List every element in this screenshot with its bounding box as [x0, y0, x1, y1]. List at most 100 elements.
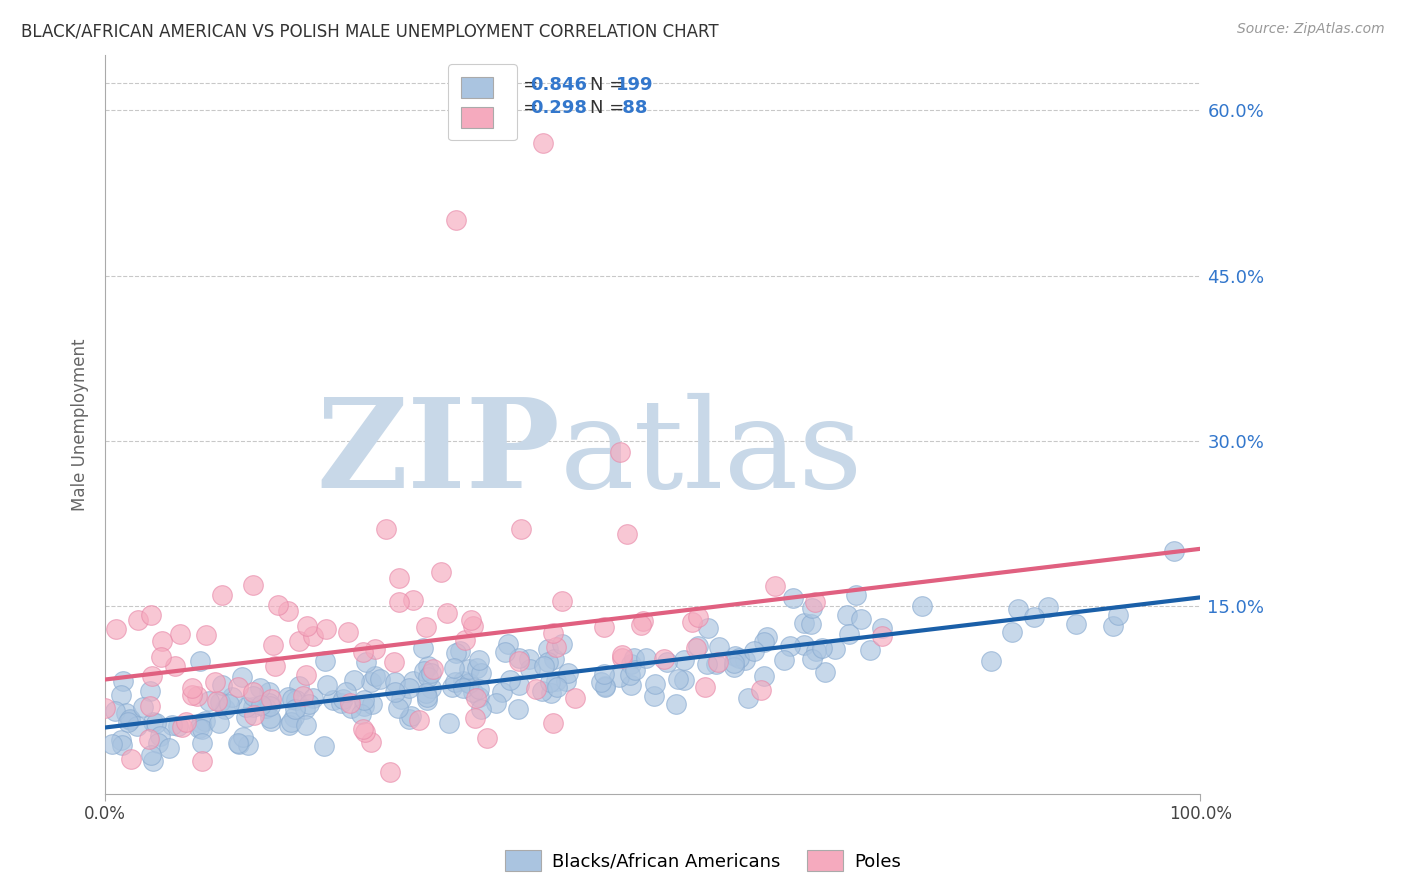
Point [190, 716, 212, 731]
Point [804, 595, 827, 609]
Point [142, 754, 165, 768]
Point [634, 651, 657, 665]
Point [693, 680, 716, 694]
Point [477, 731, 499, 746]
Point [259, 699, 281, 714]
Point [292, 689, 315, 703]
Point [557, 665, 579, 680]
Point [793, 615, 815, 630]
Text: 0.298: 0.298 [530, 99, 588, 118]
Point [451, 674, 474, 689]
Point [295, 718, 318, 732]
Point [461, 619, 484, 633]
Point [169, 626, 191, 640]
Point [120, 713, 142, 727]
Point [1102, 619, 1125, 633]
Point [550, 594, 572, 608]
Point [685, 641, 707, 656]
Point [387, 595, 409, 609]
Point [181, 681, 204, 695]
Point [142, 715, 165, 730]
Point [412, 640, 434, 655]
Point [280, 692, 302, 706]
Text: N =: N = [591, 76, 630, 94]
Point [793, 638, 815, 652]
Point [257, 696, 280, 710]
Point [686, 639, 709, 653]
Point [186, 689, 208, 703]
Legend: , : , [449, 64, 517, 140]
Point [870, 621, 893, 635]
Point [824, 642, 846, 657]
Point [141, 669, 163, 683]
Point [457, 675, 479, 690]
Point [467, 681, 489, 696]
Point [416, 659, 439, 673]
Point [232, 730, 254, 744]
Point [470, 665, 492, 680]
Point [436, 606, 458, 620]
Point [801, 600, 824, 615]
Point [191, 754, 214, 768]
Point [339, 701, 361, 715]
Point [242, 700, 264, 714]
Point [235, 699, 257, 714]
Point [277, 717, 299, 731]
Point [686, 610, 709, 624]
Point [315, 622, 337, 636]
Point [257, 685, 280, 699]
Point [354, 724, 377, 739]
Point [763, 579, 786, 593]
Point [544, 640, 567, 654]
Point [782, 591, 804, 606]
Point [801, 652, 824, 666]
Point [1007, 602, 1029, 616]
Point [264, 659, 287, 673]
Point [835, 607, 858, 622]
Point [112, 674, 135, 689]
Point [316, 678, 339, 692]
Point [284, 701, 307, 715]
Point [312, 739, 335, 753]
Point [284, 693, 307, 707]
Point [242, 578, 264, 592]
Point [117, 715, 139, 730]
Point [209, 695, 232, 709]
Point [221, 690, 243, 704]
Point [415, 686, 437, 700]
Point [838, 627, 860, 641]
Point [260, 692, 283, 706]
Point [437, 716, 460, 731]
Point [226, 736, 249, 750]
Point [420, 681, 443, 695]
Point [337, 624, 360, 639]
Point [546, 680, 568, 694]
Point [139, 684, 162, 698]
Point [564, 691, 586, 706]
Point [870, 629, 893, 643]
Text: 88: 88 [616, 99, 647, 118]
Point [211, 588, 233, 602]
Point [231, 670, 253, 684]
Point [673, 653, 696, 667]
Point [498, 673, 520, 687]
Point [208, 716, 231, 731]
Point [508, 702, 530, 716]
Point [592, 666, 614, 681]
Point [451, 681, 474, 695]
Point [165, 659, 187, 673]
Point [419, 666, 441, 681]
Point [343, 673, 366, 687]
Point [94, 701, 117, 715]
Point [149, 650, 172, 665]
Point [543, 715, 565, 730]
Point [707, 655, 730, 669]
Point [193, 714, 215, 728]
Point [329, 696, 352, 710]
Point [749, 683, 772, 698]
Text: R =: R = [505, 76, 544, 94]
Point [302, 691, 325, 706]
Point [508, 654, 530, 668]
Point [672, 673, 695, 688]
Text: ZIP: ZIP [316, 393, 560, 515]
